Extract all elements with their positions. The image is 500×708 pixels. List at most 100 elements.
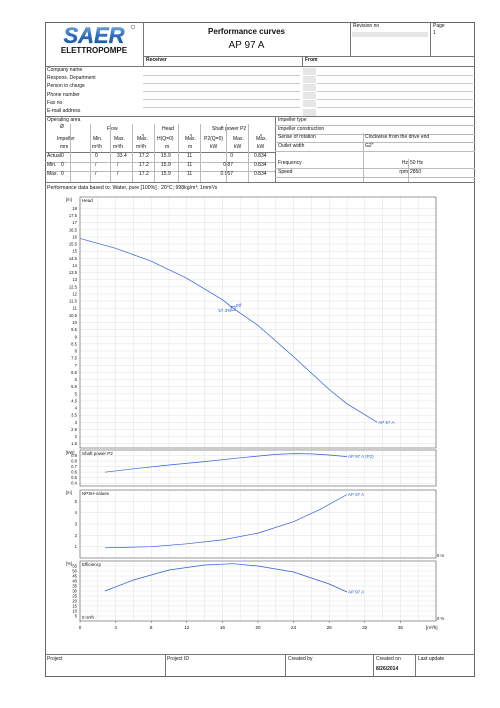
op-cell-label: Max.: [47, 171, 58, 177]
impeller-value: 2850: [410, 169, 422, 175]
doc-title: Performance curves: [208, 27, 285, 36]
impeller-label: Speed: [278, 169, 293, 175]
col-flow-maxeta: Max.: [137, 136, 148, 142]
op-cell-fmax: /: [117, 171, 119, 177]
col-head-maxeta: Max.: [185, 136, 196, 142]
from-label-field: [303, 75, 316, 83]
col-impeller-unit: mm: [60, 144, 69, 150]
op-cell-d: 0: [61, 153, 64, 159]
project-label: Project: [47, 656, 63, 662]
from-label-field: [303, 100, 316, 108]
op-cell-label: Actual: [47, 153, 61, 159]
col-shaft: Shaft power P2: [212, 126, 247, 132]
op-cell-fmax: /: [117, 162, 119, 168]
from-field[interactable]: [317, 92, 473, 101]
op-cell-p2q0: 0: [230, 153, 233, 159]
col-flow-min: Min.: [93, 136, 103, 142]
impeller-label: Sense of rotation: [278, 134, 316, 140]
impeller-label: Frequency: [278, 160, 302, 166]
op-cell-p2max: 0.834: [254, 171, 267, 177]
created-on-label: Created on: [376, 656, 401, 662]
receiver-field[interactable]: [143, 75, 300, 84]
impeller-value: Clockwise from the drive end: [365, 134, 430, 140]
from-field[interactable]: [317, 75, 473, 84]
receiver-field[interactable]: [143, 67, 300, 76]
impeller-label: Outlet width: [278, 142, 305, 149]
contact-label: Respons. Department: [47, 75, 96, 82]
op-cell-p2q0: 0.87: [223, 162, 233, 168]
col-diameter: Ø: [60, 124, 64, 130]
op-cell-hme: 11: [187, 171, 193, 177]
from-label-field: [303, 92, 316, 100]
contact-label: Phone number: [47, 91, 80, 98]
page-label: Page: [433, 23, 445, 29]
op-cell-d: 0: [61, 162, 64, 168]
receiver-field[interactable]: [143, 92, 300, 101]
col-p2q0: P2(Q=0): [204, 136, 224, 142]
receiver-field[interactable]: [143, 83, 300, 92]
model-title: AP 97 A: [228, 40, 265, 51]
col-p2max: Max.: [233, 136, 244, 142]
op-cell-p2max: 0.834: [254, 153, 267, 159]
logo: SAER ELETTROPOMPE: [45, 22, 143, 56]
col-p2maxeta: Max.: [256, 136, 267, 142]
eta-flow: η: [142, 132, 145, 137]
op-cell-fmin: /: [95, 171, 97, 177]
from-field[interactable]: [317, 67, 473, 76]
col-impeller: Impeller: [57, 136, 75, 142]
op-cell-hme: 11: [187, 153, 193, 159]
op-cell-hme: 11: [187, 162, 193, 168]
document-frame: [45, 22, 475, 677]
project-id-label: Project ID: [167, 656, 189, 662]
col-head: Head: [162, 126, 174, 132]
op-cell-fmax: 33.4: [117, 153, 127, 159]
op-cell-d: 0: [61, 171, 64, 177]
logo-bottom-text: ELETTROPOMPE: [61, 46, 128, 55]
receiver-label: Receiver: [146, 57, 167, 63]
col-flow-max-unit: m³/h: [113, 144, 123, 150]
eta-p2: η: [260, 132, 263, 137]
contact-label: E-mail address: [47, 108, 81, 114]
col-head-q0-unit: m: [165, 144, 170, 150]
col-flow-min-unit: m³/h: [92, 144, 102, 150]
col-flow-maxeta-unit: m³/h: [136, 144, 146, 150]
op-cell-fme: 17.2: [139, 153, 149, 159]
eta-head: η: [190, 132, 193, 137]
receiver-field[interactable]: [143, 100, 300, 109]
op-cell-hq0: 15.9: [161, 162, 171, 168]
contact-label: Fax no: [47, 99, 63, 106]
from-field[interactable]: [317, 83, 473, 92]
col-head-maxeta-unit: m: [188, 144, 193, 150]
contact-label: Person in charge: [47, 83, 85, 90]
created-by-label: Created by: [288, 656, 313, 662]
operating-title: Operating area: [47, 117, 81, 123]
op-cell-p2max: 0.834: [254, 162, 267, 168]
op-cell-fme: 17.2: [139, 162, 149, 168]
op-cell-p2q0: 0.957: [220, 171, 233, 177]
last-update-label: Last update: [418, 656, 445, 662]
col-p2maxeta-unit: kW: [257, 144, 265, 150]
from-field[interactable]: [317, 100, 473, 109]
page-value: 1: [433, 30, 436, 36]
impeller-unit: rpm: [399, 169, 408, 175]
col-flow: Flow: [107, 126, 118, 132]
col-p2q0-unit: kW: [210, 144, 218, 150]
op-cell-fmin: /: [95, 162, 97, 168]
from-label-field: [303, 67, 316, 75]
from-label: From: [305, 57, 318, 63]
from-label-field: [303, 108, 316, 116]
op-cell-fme: 17.2: [139, 171, 149, 177]
col-flow-max: Max.: [114, 136, 125, 142]
op-cell-label: Min.: [47, 162, 57, 168]
logo-top-text: SAER: [63, 23, 124, 48]
op-cell-hq0: 15.9: [161, 171, 171, 177]
revision-label: Revision no: [353, 23, 380, 29]
col-p2max-unit: kW: [234, 144, 242, 150]
revision-field[interactable]: [352, 32, 428, 37]
from-label-field: [303, 83, 316, 91]
created-on-value: 8/26/2014: [376, 666, 399, 672]
impeller-label: Impeller construction: [278, 125, 325, 132]
impeller-value: G2": [365, 142, 374, 149]
op-cell-hq0: 15.9: [161, 153, 171, 159]
saer-logo-icon: SAER ELETTROPOMPE: [61, 23, 136, 55]
